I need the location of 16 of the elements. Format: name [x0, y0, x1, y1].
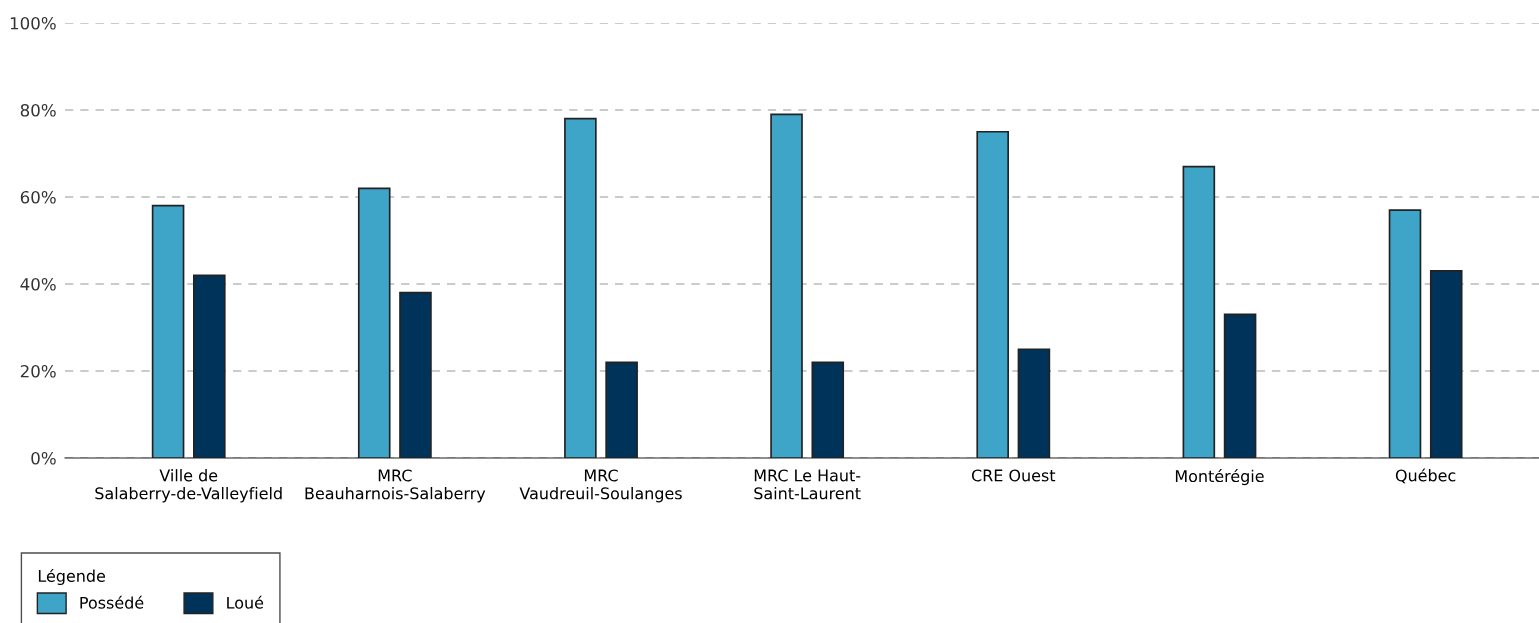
- y-tick-label: 0%: [31, 451, 56, 465]
- y-tick-label: 40%: [20, 277, 56, 291]
- legend-label: Possédé: [80, 595, 144, 609]
- x-tick-label: Montérégie: [1175, 469, 1264, 486]
- legend-label: Loué: [227, 595, 264, 609]
- y-tick-label: 60%: [20, 190, 56, 204]
- x-tick-label: CRE Ouest: [971, 469, 1056, 482]
- legend-title: Légende: [38, 568, 106, 586]
- y-tick-label: 20%: [20, 364, 56, 378]
- y-tick-label: 80%: [20, 103, 56, 117]
- x-tick-label: MRC Vaudreuil-Soulanges: [519, 469, 682, 503]
- x-tick-label: MRC Beauharnois-Salaberry: [305, 469, 486, 503]
- x-tick-label: MRC Le Haut- Saint-Laurent: [754, 469, 861, 500]
- x-tick-label: Québec: [1395, 468, 1456, 484]
- y-tick-label: 100%: [10, 16, 56, 30]
- x-tick-label: Ville de Salaberry-de-Valleyfield: [95, 469, 282, 503]
